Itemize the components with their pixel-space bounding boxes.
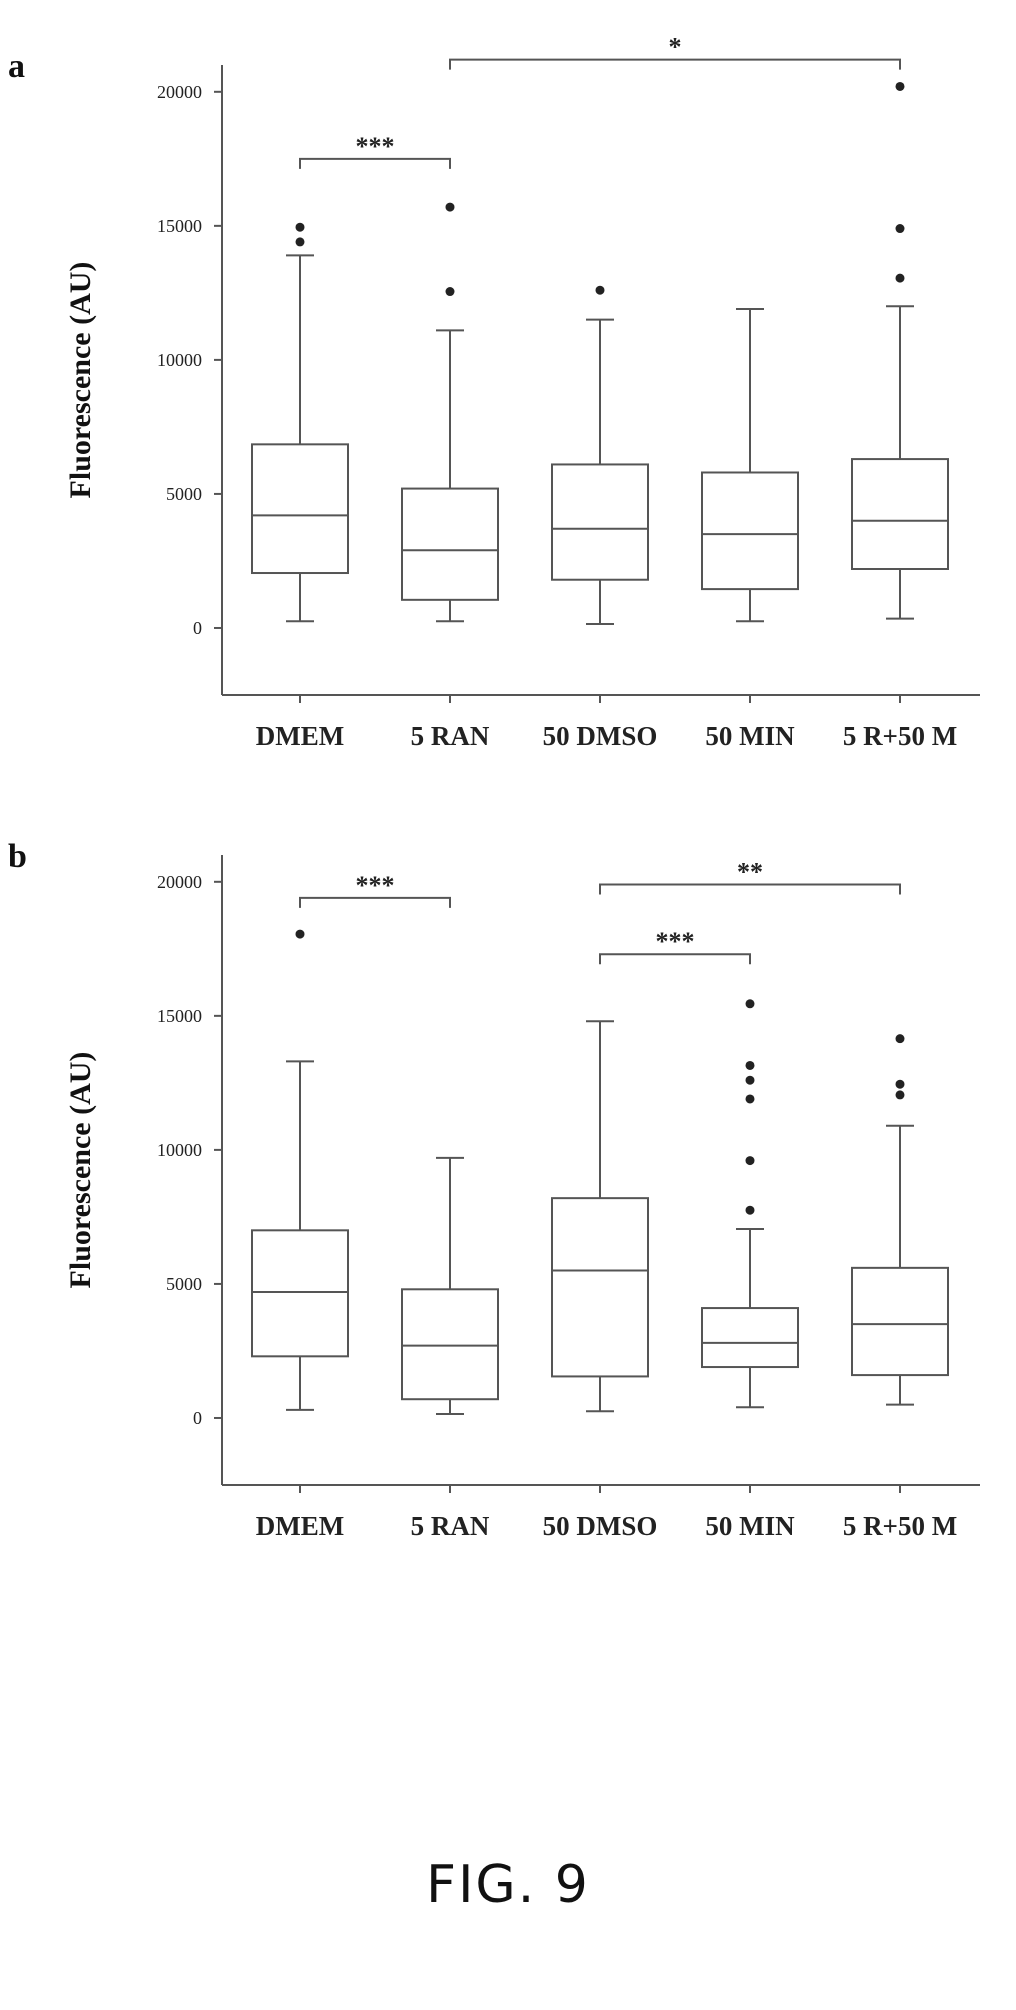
outlier-point — [895, 1079, 905, 1089]
y-axis-title: Fluorescence (AU) — [64, 1052, 97, 1289]
outlier-point — [745, 1205, 755, 1215]
outlier-point — [745, 1094, 755, 1104]
significance-bracket — [449, 58, 901, 70]
y-tick-label: 15000 — [157, 216, 202, 236]
significance-label: *** — [356, 871, 395, 900]
box-iqr — [551, 463, 649, 581]
outlier-point — [295, 222, 305, 232]
y-tick-label: 0 — [193, 1408, 202, 1428]
y-tick-label: 15000 — [157, 1006, 202, 1026]
outlier-point — [895, 224, 905, 234]
chart-panel-a: a 0 5000 10000 15000 20000 Fluorescence (AU) D… — [0, 30, 1016, 790]
y-axis-title: Fluorescence (AU) — [64, 262, 97, 499]
y-tick-label: 10000 — [157, 350, 202, 370]
outlier-point — [895, 81, 905, 91]
y-tick-label: 10000 — [157, 1140, 202, 1160]
outlier-point — [745, 999, 755, 1009]
significance-label: *** — [656, 927, 695, 956]
outlier-point — [745, 1156, 755, 1166]
outlier-point — [295, 929, 305, 939]
significance-label: ** — [737, 857, 763, 886]
outlier-point — [895, 1090, 905, 1100]
box-iqr — [251, 443, 349, 575]
x-tick-label: 5 R+50 M — [843, 721, 957, 751]
x-tick-label: DMEM — [256, 1511, 344, 1541]
outlier-point — [895, 273, 905, 283]
y-tick-label: 5000 — [166, 484, 202, 504]
box-iqr — [701, 1307, 799, 1369]
box-iqr — [401, 1288, 499, 1401]
x-tick-label: 50 MIN — [705, 721, 795, 751]
outlier-point — [445, 202, 455, 212]
box-plot-b: 0 5000 10000 15000 20000 Fluorescence (AU) DME… — [64, 855, 980, 1541]
outlier-point — [745, 1060, 755, 1070]
y-tick-label: 5000 — [166, 1274, 202, 1294]
y-tick-label: 20000 — [157, 872, 202, 892]
significance-label: *** — [356, 132, 395, 161]
significance-bracket — [599, 953, 751, 965]
y-tick-label: 20000 — [157, 82, 202, 102]
outlier-point — [445, 287, 455, 297]
outlier-point — [295, 237, 305, 247]
figure-caption: FIG. 9 — [426, 1855, 590, 1915]
chart-panel-b: b 0 5000 10000 15000 20000 Fluorescence (AU) D… — [0, 820, 1016, 1580]
panel-label: b — [8, 838, 27, 875]
x-tick-label: 50 DMSO — [543, 721, 658, 751]
outlier-point — [595, 285, 605, 295]
x-tick-label: 50 MIN — [705, 1511, 795, 1541]
box-iqr — [701, 471, 799, 591]
significance-label: * — [669, 33, 682, 62]
y-tick-label: 0 — [193, 618, 202, 638]
significance-bracket — [299, 896, 451, 908]
box-iqr — [401, 487, 499, 601]
x-tick-label: 5 RAN — [411, 1511, 490, 1541]
outlier-point — [745, 1075, 755, 1085]
x-tick-label: 5 RAN — [411, 721, 490, 751]
box-plot-a: 0 5000 10000 15000 20000 Fluorescence (AU) DME… — [64, 33, 980, 751]
significance-bracket — [299, 157, 451, 169]
x-tick-label: 50 DMSO — [543, 1511, 658, 1541]
x-tick-label: 5 R+50 M — [843, 1511, 957, 1541]
box-iqr — [551, 1197, 649, 1378]
significance-bracket — [599, 883, 901, 895]
panel-label: a — [8, 48, 25, 85]
x-tick-label: DMEM — [256, 721, 344, 751]
box-iqr — [251, 1229, 349, 1358]
box-iqr — [851, 458, 949, 571]
box-iqr — [851, 1266, 949, 1377]
outlier-point — [895, 1034, 905, 1044]
